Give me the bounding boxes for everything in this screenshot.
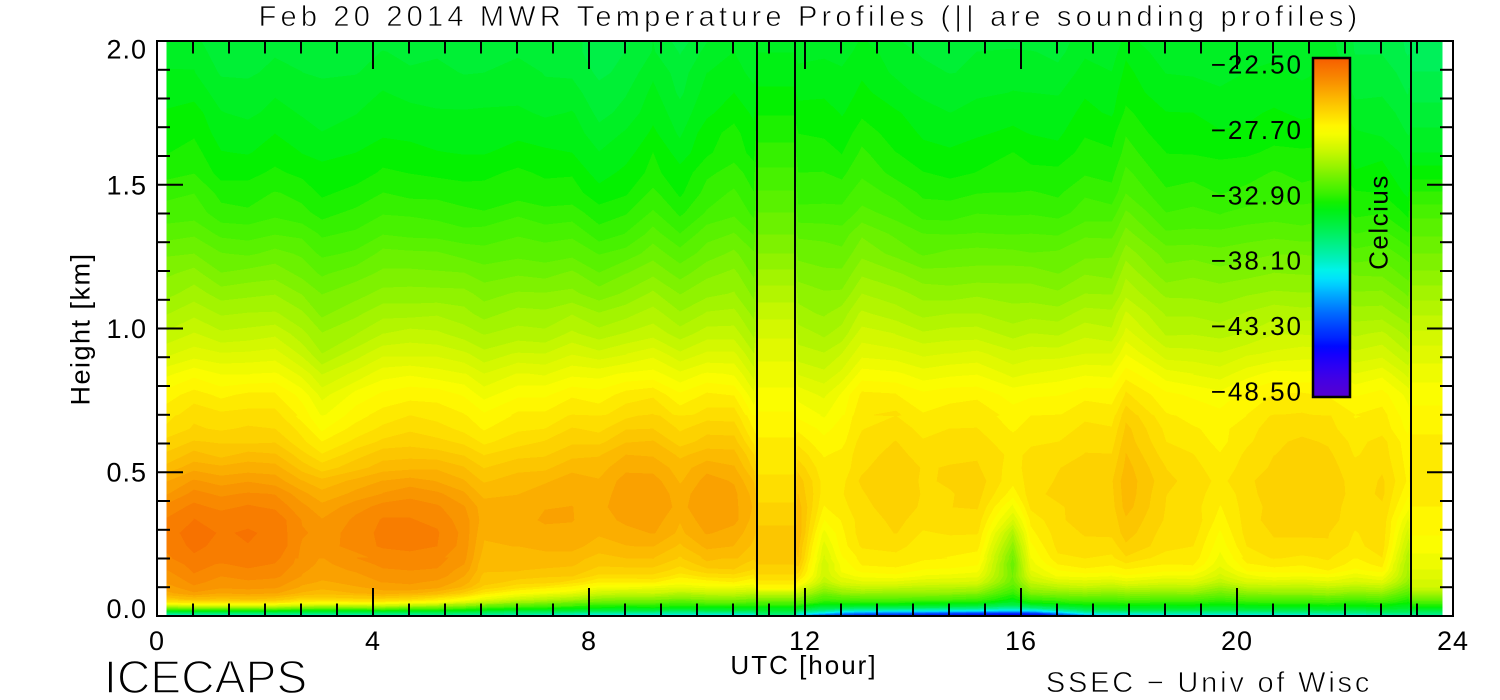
- svg-text:−38.10: −38.10: [1211, 246, 1303, 276]
- svg-text:−32.90: −32.90: [1211, 180, 1303, 210]
- svg-text:ICECAPS: ICECAPS: [104, 651, 307, 700]
- svg-text:20: 20: [1221, 626, 1253, 656]
- svg-text:1.0: 1.0: [106, 314, 147, 344]
- svg-text:16: 16: [1005, 626, 1037, 656]
- svg-text:−27.70: −27.70: [1211, 115, 1303, 145]
- svg-text:24: 24: [1437, 626, 1469, 656]
- svg-text:−43.30: −43.30: [1211, 311, 1303, 341]
- svg-text:−48.50: −48.50: [1211, 377, 1303, 407]
- svg-text:UTC [hour]: UTC [hour]: [730, 650, 877, 680]
- svg-text:0: 0: [149, 626, 165, 656]
- svg-text:8: 8: [581, 626, 597, 656]
- svg-text:12: 12: [789, 626, 821, 656]
- svg-text:SSEC − Univ of Wisc: SSEC − Univ of Wisc: [1046, 667, 1372, 699]
- svg-text:0.0: 0.0: [106, 594, 147, 624]
- svg-text:Celcius: Celcius: [1364, 174, 1394, 270]
- svg-text:1.5: 1.5: [106, 171, 147, 201]
- svg-text:Feb 20 2014 MWR Temperature Pr: Feb 20 2014 MWR Temperature Profiles (||…: [259, 1, 1362, 33]
- svg-text:0.5: 0.5: [106, 458, 147, 488]
- svg-text:Height [km]: Height [km]: [66, 252, 96, 405]
- svg-text:−22.50: −22.50: [1211, 50, 1303, 80]
- svg-text:2.0: 2.0: [106, 35, 147, 65]
- svg-text:4: 4: [365, 626, 381, 656]
